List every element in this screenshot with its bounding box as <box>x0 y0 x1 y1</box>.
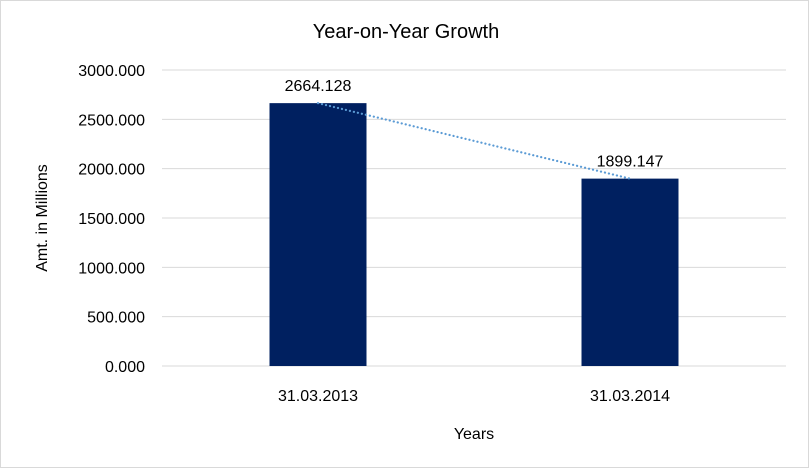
chart-title: Year-on-Year Growth <box>313 21 499 43</box>
y-tick-label: 1000.000 <box>78 260 145 277</box>
y-tick-labels: 0.000 500.000 1000.000 1500.000 2000.000 2500… <box>78 63 145 376</box>
bars <box>269 103 679 366</box>
data-labels: 2664.128 1899.147 <box>285 78 664 170</box>
y-tick-label: 500.000 <box>87 310 145 327</box>
data-label: 2664.128 <box>285 78 352 95</box>
data-label: 1899.147 <box>597 154 664 171</box>
bar <box>269 103 367 366</box>
x-axis-title: Years <box>454 426 494 443</box>
gridlines <box>162 69 786 367</box>
x-tick-label: 31.03.2014 <box>590 388 670 405</box>
y-axis-title: Amt. in Millions <box>34 164 51 272</box>
y-tick-label: 3000.000 <box>78 63 145 80</box>
y-tick-label: 2500.000 <box>78 112 145 129</box>
y-tick-label: 0.000 <box>105 359 145 376</box>
y-tick-label: 2000.000 <box>78 162 145 179</box>
trendline-group <box>316 102 632 180</box>
bar <box>581 178 679 366</box>
x-tick-label: 31.03.2013 <box>278 388 358 405</box>
trendline <box>316 102 632 180</box>
x-tick-labels: 31.03.2013 31.03.2014 <box>278 388 670 405</box>
y-tick-label: 1500.000 <box>78 211 145 228</box>
